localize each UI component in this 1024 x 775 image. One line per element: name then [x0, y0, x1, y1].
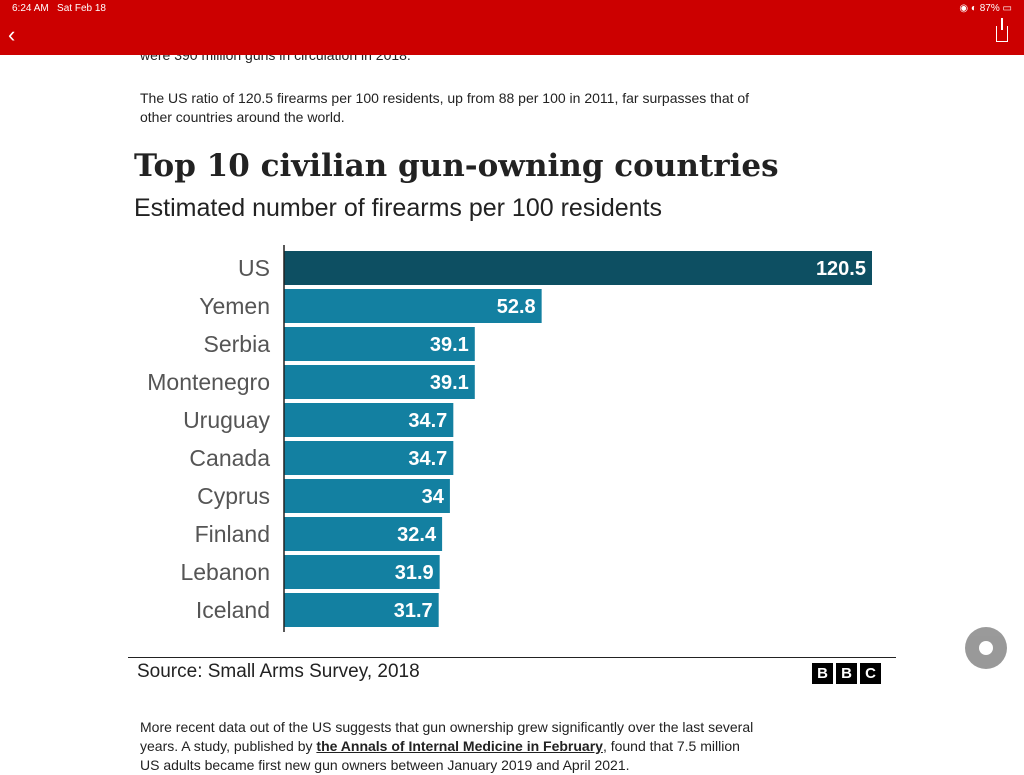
data-label: 52.8 — [497, 296, 536, 318]
chevron-left-icon[interactable]: ‹ — [8, 22, 16, 47]
category-label: Lebanon — [180, 559, 270, 585]
category-label: Uruguay — [183, 407, 270, 433]
bar-canada — [284, 441, 454, 475]
bar-cyprus — [284, 479, 450, 513]
paragraph: More recent data out of the US suggests … — [140, 719, 754, 773]
status-battery: ◉ ◐ 87% ▭ — [959, 3, 1012, 14]
share-icon[interactable] — [996, 18, 1008, 42]
data-label: 31.7 — [394, 600, 433, 622]
data-label: 34.7 — [408, 448, 447, 470]
data-label: 34 — [422, 486, 445, 508]
chart-source: Source: Small Arms Survey, 2018 — [137, 661, 420, 682]
divider — [128, 657, 896, 658]
data-label: 34.7 — [408, 410, 447, 432]
bar-chart: US 120.5 Yemen 52.8 Serbia 39.1 Montenegro 39.1… — [147, 245, 872, 632]
data-label: 39.1 — [430, 372, 469, 394]
chart-subtitle: Estimated number of firearms per 100 res… — [134, 194, 663, 222]
bar-serbia — [284, 327, 475, 361]
bar-lebanon — [284, 555, 440, 589]
category-label: Iceland — [196, 597, 270, 623]
bar-yemen — [284, 289, 542, 323]
category-label: Canada — [189, 445, 270, 471]
bar-us — [284, 251, 872, 285]
category-label: Yemen — [199, 293, 270, 319]
data-label: 120.5 — [816, 258, 866, 280]
data-label: 39.1 — [430, 334, 469, 356]
category-label: US — [238, 255, 270, 281]
app-header: 6:24 AM Sat Feb 18 ◉ ◐ 87% ▭ ‹ — [0, 0, 1024, 55]
annals-link[interactable]: the Annals of Internal Medicine in Febru… — [316, 738, 603, 754]
category-label: Montenegro — [147, 369, 270, 395]
data-label: 32.4 — [397, 524, 437, 546]
bar-finland — [284, 517, 443, 551]
category-label: Finland — [195, 521, 270, 547]
category-label: Serbia — [204, 331, 271, 357]
chart-title: Top 10 civilian gun-owning countries — [134, 148, 779, 184]
status-time: 6:24 AM Sat Feb 18 — [12, 3, 106, 14]
data-label: 31.9 — [395, 562, 434, 584]
bar-uruguay — [284, 403, 454, 437]
category-label: Cyprus — [197, 483, 270, 509]
paragraph: The US ratio of 120.5 firearms per 100 r… — [140, 90, 750, 125]
bar-iceland — [284, 593, 439, 627]
bar-montenegro — [284, 365, 475, 399]
assistive-touch-button[interactable] — [965, 627, 1007, 669]
